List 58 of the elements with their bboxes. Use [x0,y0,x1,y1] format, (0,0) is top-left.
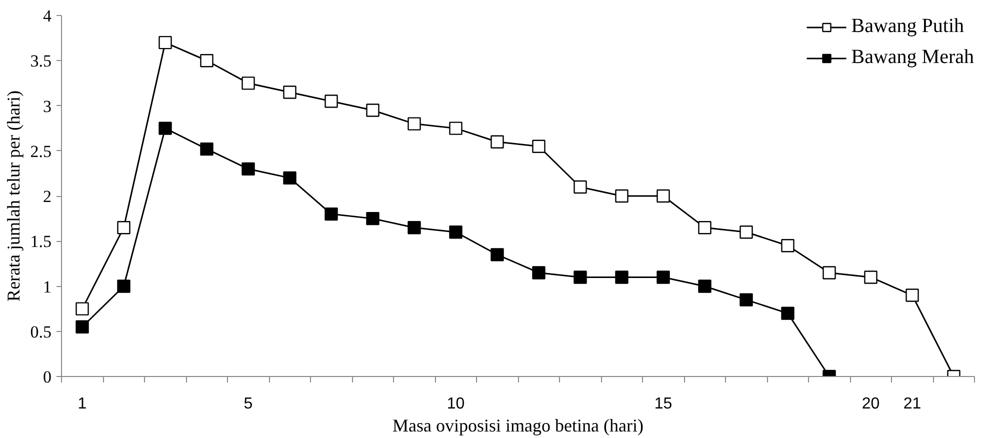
point [200,54,214,68]
x-tick-label: 1 [78,396,87,412]
point [781,306,794,320]
point [656,270,670,284]
x-tick-label: 15 [654,396,672,412]
x-tick-label: 21 [903,396,922,412]
y-tick-label: 1.5 [30,232,52,252]
y-tick-label: 3.5 [30,52,52,71]
point [283,171,296,185]
point [366,104,380,117]
y-tick-label: 2.5 [30,142,52,161]
legend-label: Bawang Putih [851,15,964,38]
point [906,288,919,302]
point [490,248,504,262]
point [656,189,670,203]
point [490,135,504,148]
point [449,226,462,239]
point [574,180,587,194]
x-tick-label: 20 [862,396,880,412]
point [117,280,130,293]
legend-label: Bawang Merah [851,46,974,69]
y-tick-label: 2 [43,187,52,206]
y-axis-title: Rerata jumlah telur per (hari) [3,90,24,302]
point [366,212,380,226]
point [117,220,130,234]
point [76,302,89,316]
point [615,270,628,284]
point [740,293,753,306]
point [449,122,462,135]
y-tick-label: 3 [43,96,52,116]
point [615,189,628,203]
y-tick-label: 1 [43,277,52,296]
point [740,226,753,239]
x-axis-title: Masa oviposisi imago betina (hari) [392,416,644,436]
point [532,140,546,153]
point [408,220,421,234]
point [242,76,255,90]
point [532,266,546,280]
point [822,266,836,280]
x-tick-label: 10 [446,396,465,412]
point [76,320,89,334]
point [324,94,338,108]
point [242,162,255,176]
point [408,117,421,130]
x-tick-label: 5 [244,396,253,412]
y-tick-label: 0.5 [30,322,52,342]
point [200,142,214,156]
point [698,220,712,234]
point [698,280,712,293]
point [864,270,878,284]
y-tick-label: 0 [43,368,52,386]
point [324,207,338,221]
point [283,86,296,99]
point [158,122,172,135]
y-tick-label: 4 [43,6,52,26]
point [781,239,794,252]
point [158,36,172,50]
point [574,270,587,284]
